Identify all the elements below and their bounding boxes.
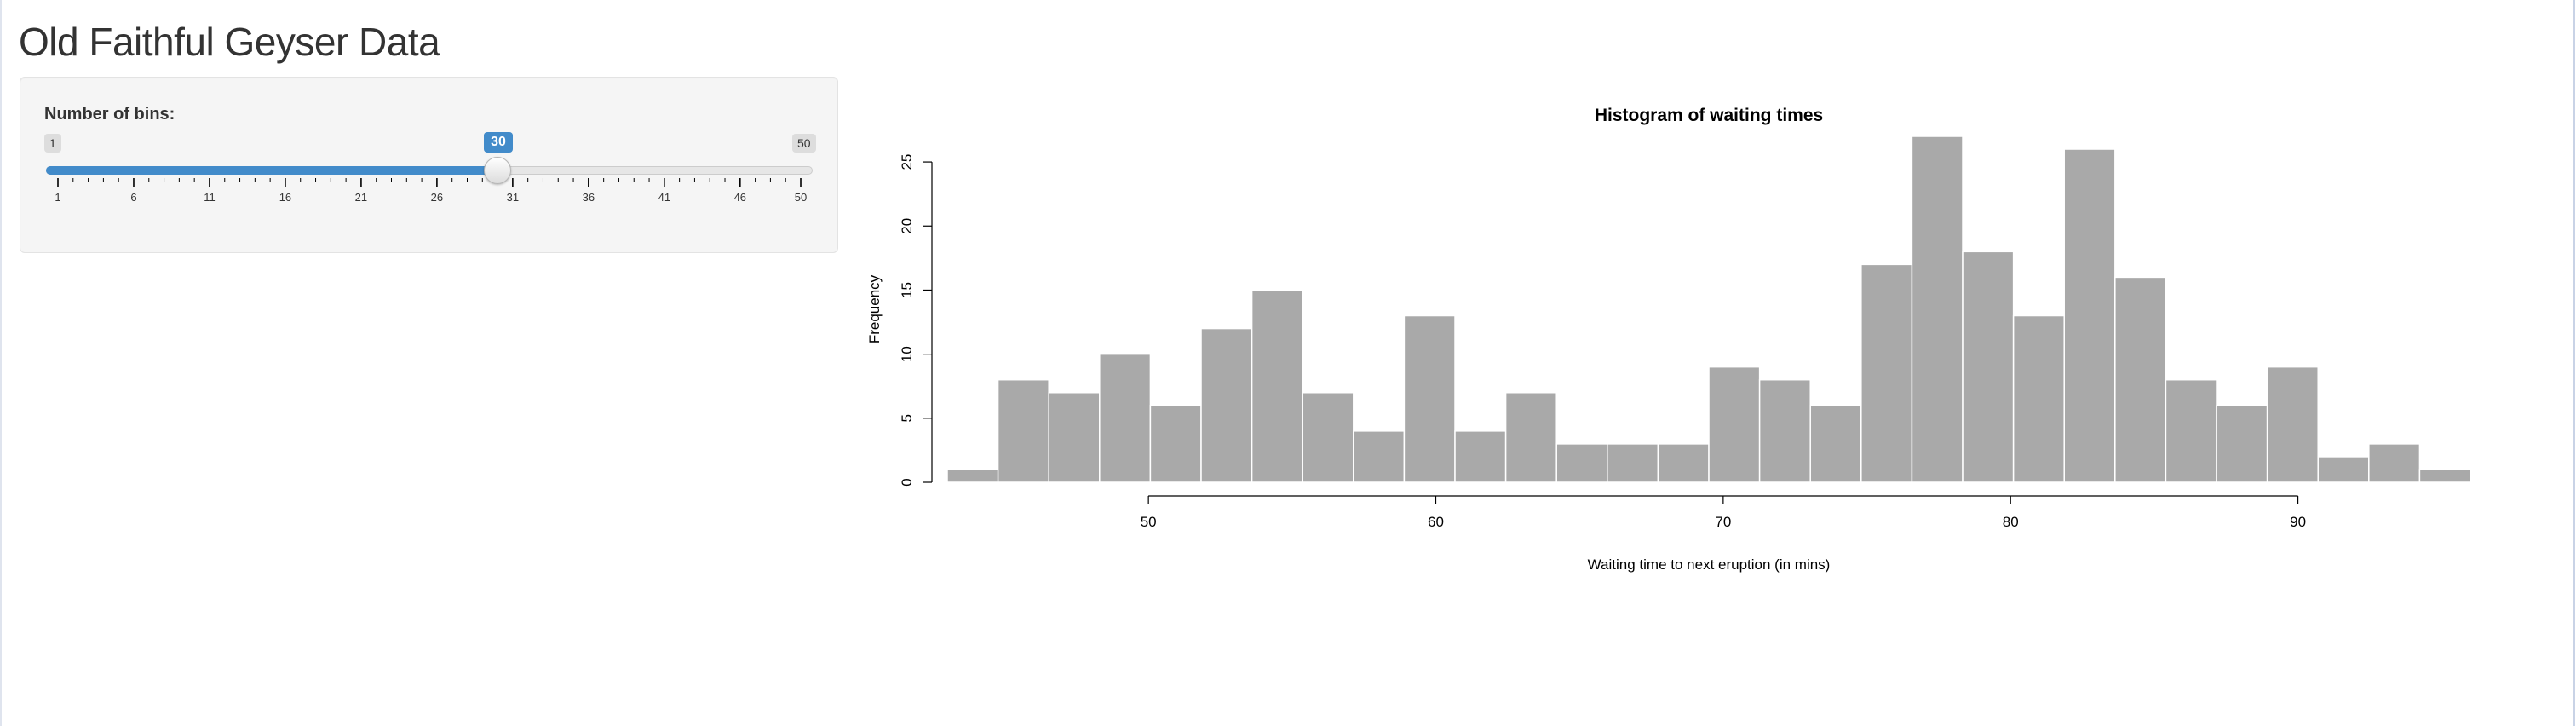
histogram-bar bbox=[946, 469, 999, 483]
histogram-bar bbox=[2165, 378, 2217, 483]
slider-max-label: 50 bbox=[792, 134, 816, 153]
histogram-bar bbox=[2012, 314, 2065, 483]
slider-value-label: 30 bbox=[484, 132, 513, 153]
x-axis-label: Waiting time to next eruption (in mins) bbox=[1588, 556, 1831, 573]
y-tick-label: 15 bbox=[899, 282, 915, 298]
histogram-bar bbox=[1454, 430, 1507, 483]
chart-title: Histogram of waiting times bbox=[1595, 106, 1823, 125]
sidebar-panel: Number of bins: 1 50 30 1 6 11 16 21 26 31 36 41… bbox=[20, 77, 838, 253]
histogram-bar bbox=[1048, 391, 1101, 483]
histogram-bar bbox=[1504, 391, 1557, 483]
y-tick-label: 5 bbox=[899, 414, 915, 422]
slider-track-fill bbox=[46, 166, 498, 175]
histogram-plot: Histogram of waiting times Waiting time … bbox=[869, 106, 2471, 573]
window-left-edge bbox=[0, 0, 2, 726]
slider-tick-label: 50 bbox=[795, 191, 807, 204]
histogram-bar bbox=[1911, 135, 1964, 483]
histogram-bar bbox=[2266, 366, 2319, 483]
y-axis: 0 5 10 15 20 25 bbox=[899, 154, 933, 487]
histogram-bar bbox=[1860, 263, 1913, 483]
slider-tick-label: 36 bbox=[583, 191, 595, 204]
slider-min-label: 1 bbox=[44, 134, 61, 153]
histogram-bar bbox=[1758, 378, 1811, 483]
histogram-bar bbox=[1302, 391, 1354, 483]
histogram-bar bbox=[1403, 314, 1456, 483]
slider-ticks: 1 6 11 16 21 26 31 36 41 46 50 bbox=[55, 178, 807, 204]
x-tick-label: 50 bbox=[1141, 514, 1157, 530]
histogram-bar bbox=[1099, 353, 1152, 483]
histogram-bar bbox=[2063, 148, 2116, 483]
x-tick-label: 80 bbox=[2003, 514, 2019, 530]
x-tick-label: 70 bbox=[1715, 514, 1731, 530]
histogram-bar bbox=[2317, 456, 2370, 483]
histogram-bar bbox=[1962, 251, 2015, 483]
histogram-bar bbox=[1708, 366, 1761, 483]
histogram-bar bbox=[1149, 405, 1202, 483]
histogram-bar bbox=[2216, 405, 2268, 483]
slider-tick-label: 26 bbox=[431, 191, 443, 204]
histogram-bar bbox=[1353, 430, 1406, 483]
slider-tick-label: 16 bbox=[279, 191, 291, 204]
slider-tick-label: 21 bbox=[355, 191, 367, 204]
slider-tick-label: 46 bbox=[734, 191, 746, 204]
histogram-bar bbox=[1555, 443, 1608, 483]
slider-tick-label: 6 bbox=[130, 191, 136, 204]
bins-slider-handle[interactable] bbox=[484, 157, 512, 184]
x-tick-label: 90 bbox=[2290, 514, 2306, 530]
slider-tick-label: 31 bbox=[507, 191, 519, 204]
histogram-bar bbox=[2114, 276, 2167, 483]
y-tick-label: 25 bbox=[899, 154, 915, 170]
bins-slider-label: Number of bins: bbox=[44, 105, 175, 124]
y-tick-label: 0 bbox=[899, 478, 915, 486]
histogram-bar bbox=[1251, 289, 1303, 483]
slider-tick-label: 41 bbox=[658, 191, 670, 204]
y-tick-label: 20 bbox=[899, 218, 915, 234]
histogram-bar bbox=[1809, 405, 1862, 483]
histogram-bars bbox=[946, 135, 2471, 483]
y-tick-label: 10 bbox=[899, 346, 915, 362]
histogram-bar bbox=[2418, 469, 2471, 483]
y-axis-label: Frequency bbox=[869, 274, 883, 343]
x-axis: 50 60 70 80 90 bbox=[1141, 495, 2306, 530]
window-scrollbar-edge bbox=[2573, 0, 2575, 726]
histogram-bar bbox=[1607, 443, 1659, 483]
histogram-bar bbox=[1200, 327, 1253, 483]
histogram-bar bbox=[1657, 443, 1710, 483]
slider-tick-label: 1 bbox=[55, 191, 60, 204]
x-tick-label: 60 bbox=[1428, 514, 1444, 530]
slider-tick-label: 11 bbox=[204, 191, 216, 204]
histogram-bar bbox=[2368, 443, 2421, 483]
page-title: Old Faithful Geyser Data bbox=[19, 20, 440, 64]
histogram-bar bbox=[997, 378, 1049, 483]
